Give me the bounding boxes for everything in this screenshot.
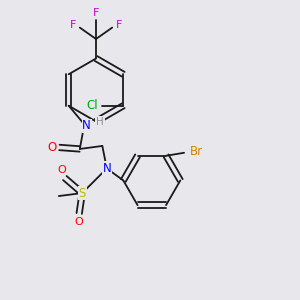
- Text: F: F: [70, 20, 76, 30]
- Text: S: S: [79, 187, 86, 200]
- Text: O: O: [75, 217, 84, 227]
- Text: N: N: [82, 119, 91, 132]
- Text: O: O: [47, 141, 56, 154]
- Text: F: F: [116, 20, 122, 30]
- Text: F: F: [93, 8, 99, 18]
- Text: Br: Br: [190, 145, 202, 158]
- Text: H: H: [96, 117, 104, 127]
- Text: O: O: [57, 165, 66, 175]
- Text: N: N: [102, 162, 111, 175]
- Text: Cl: Cl: [86, 99, 98, 112]
